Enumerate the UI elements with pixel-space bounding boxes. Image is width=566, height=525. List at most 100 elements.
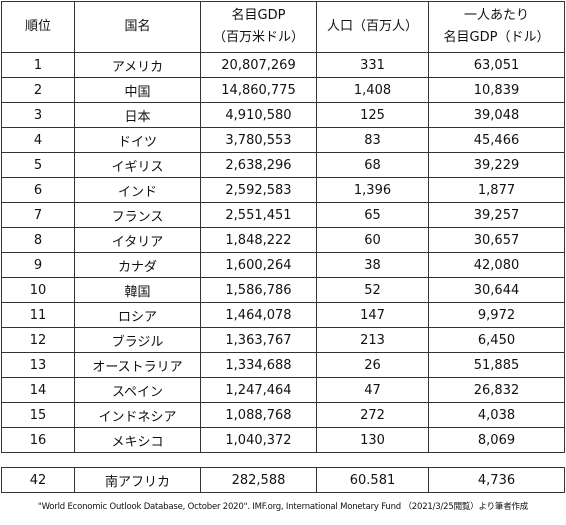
data-row: 12 ブラジル 1,363,767 213 6,450 [1, 327, 565, 353]
cell: 2,638,296 [200, 152, 317, 178]
cell: 60.581 [316, 467, 429, 493]
cell: スペイン [74, 377, 201, 403]
cell: 5 [1, 152, 75, 178]
cell: 14 [1, 377, 75, 403]
cell: 1,848,222 [200, 227, 317, 253]
cell: 1,363,767 [200, 327, 317, 353]
cell: 11 [1, 302, 75, 328]
header-line: （百万米ドル） [212, 30, 304, 45]
cell: 9,972 [428, 302, 565, 328]
cell: 39,257 [428, 202, 565, 228]
cell: 1 [1, 52, 75, 78]
cell: 47 [316, 377, 429, 403]
cell: 9 [1, 252, 75, 278]
footnote: "World Economic Outlook Database, Octobe… [37, 502, 529, 512]
cell: 14,860,775 [200, 77, 317, 103]
cell: 52 [316, 277, 429, 303]
cell: ブラジル [74, 327, 201, 353]
data-row: 6 インド 2,592,583 1,396 1,877 [1, 177, 565, 203]
cell: イタリア [74, 227, 201, 253]
cell: インドネシア [74, 402, 201, 428]
header-line: 一人あたり [463, 8, 529, 23]
cell: 4,910,580 [200, 102, 317, 128]
cell: 8,069 [428, 427, 565, 453]
cell: カナダ [74, 252, 201, 278]
data-row: 13 オーストラリア 1,334,688 26 51,885 [1, 352, 565, 378]
cell: 6 [1, 177, 75, 203]
cell: 20,807,269 [200, 52, 317, 78]
cell: 3 [1, 102, 75, 128]
cell: 42,080 [428, 252, 565, 278]
header-cell: 国名 [74, 1, 201, 53]
cell: 30,644 [428, 277, 565, 303]
cell: 10,839 [428, 77, 565, 103]
data-row: 3 日本 4,910,580 125 39,048 [1, 102, 565, 128]
cell: 日本 [74, 102, 201, 128]
cell: 26 [316, 352, 429, 378]
header-line: 名目GDP [231, 8, 286, 23]
cell: 1,464,078 [200, 302, 317, 328]
cell: 63,051 [428, 52, 565, 78]
cell: 2,551,451 [200, 202, 317, 228]
cell: 125 [316, 102, 429, 128]
header-line: 国名 [124, 19, 151, 34]
cell: 16 [1, 427, 75, 453]
header-row: 順位 国名 名目GDP （百万米ドル） 人口（百万人） 一人あたり名目GDP（ドル） [1, 1, 565, 53]
data-row: 42 南アフリカ 282,588 60.581 4,736 [1, 467, 565, 493]
cell: 4,736 [428, 467, 565, 493]
data-row: 8 イタリア 1,848,222 60 30,657 [1, 227, 565, 253]
data-row: 14 スペイン 1,247,464 47 26,832 [1, 377, 565, 403]
cell: 130 [316, 427, 429, 453]
header-cell: 人口（百万人） [316, 1, 429, 53]
cell: 272 [316, 402, 429, 428]
cell: 83 [316, 127, 429, 153]
cell: 10 [1, 277, 75, 303]
cell: 30,657 [428, 227, 565, 253]
cell: 3,780,553 [200, 127, 317, 153]
header-cell: 一人あたり名目GDP（ドル） [428, 1, 565, 53]
cell: 15 [1, 402, 75, 428]
cell: 4 [1, 127, 75, 153]
cell: メキシコ [74, 427, 201, 453]
cell: 51,885 [428, 352, 565, 378]
cell: 1,334,688 [200, 352, 317, 378]
extra-table: 42 南アフリカ 282,588 60.581 4,736 [1, 467, 565, 493]
cell: 1,040,372 [200, 427, 317, 453]
data-row: 10 韓国 1,586,786 52 30,644 [1, 277, 565, 303]
cell: 2 [1, 77, 75, 103]
cell: 8 [1, 227, 75, 253]
header-line: 順位 [24, 19, 51, 34]
header-line: 名目GDP（ドル） [443, 30, 550, 45]
cell: 60 [316, 227, 429, 253]
cell: 1,877 [428, 177, 565, 203]
data-row: 16 メキシコ 1,040,372 130 8,069 [1, 427, 565, 453]
cell: 1,396 [316, 177, 429, 203]
cell: 26,832 [428, 377, 565, 403]
data-row: 9 カナダ 1,600,264 38 42,080 [1, 252, 565, 278]
cell: 1,247,464 [200, 377, 317, 403]
cell: ドイツ [74, 127, 201, 153]
cell: 中国 [74, 77, 201, 103]
cell: インド [74, 177, 201, 203]
cell: 147 [316, 302, 429, 328]
cell: フランス [74, 202, 201, 228]
cell: ロシア [74, 302, 201, 328]
cell: 6,450 [428, 327, 565, 353]
header-cell: 名目GDP （百万米ドル） [200, 1, 317, 53]
cell: 12 [1, 327, 75, 353]
cell: 282,588 [200, 467, 317, 493]
cell: 1,408 [316, 77, 429, 103]
cell: イギリス [74, 152, 201, 178]
cell: 68 [316, 152, 429, 178]
header-cell: 順位 [1, 1, 75, 53]
data-row: 7 フランス 2,551,451 65 39,257 [1, 202, 565, 228]
data-row: 1 アメリカ 20,807,269 331 63,051 [1, 52, 565, 78]
cell: 韓国 [74, 277, 201, 303]
cell: 39,229 [428, 152, 565, 178]
cell: 1,088,768 [200, 402, 317, 428]
cell: 2,592,583 [200, 177, 317, 203]
data-row: 4 ドイツ 3,780,553 83 45,466 [1, 127, 565, 153]
header-line: 人口（百万人） [326, 19, 418, 34]
cell: 4,038 [428, 402, 565, 428]
